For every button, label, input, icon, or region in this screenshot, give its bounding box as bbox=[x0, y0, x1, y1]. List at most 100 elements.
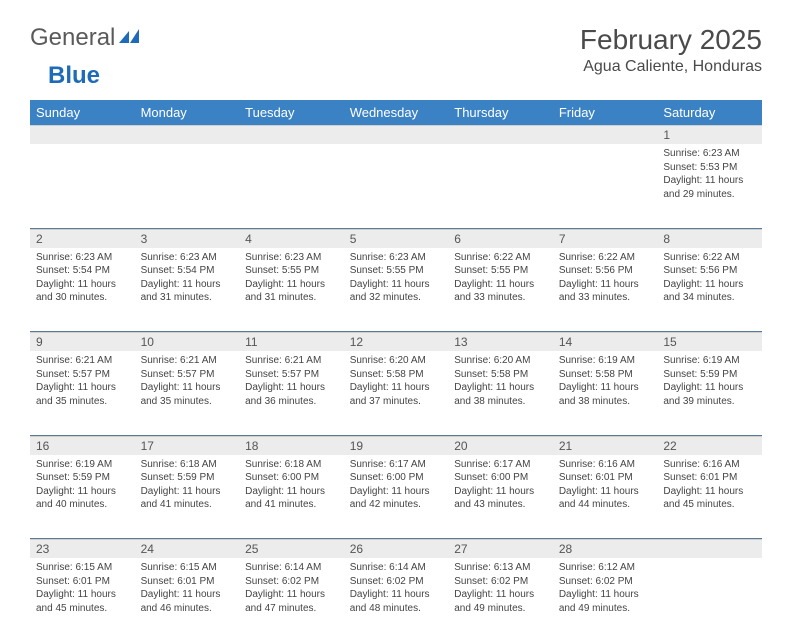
day-data-cell: Sunrise: 6:23 AMSunset: 5:54 PMDaylight:… bbox=[30, 248, 135, 332]
day-data-cell: Sunrise: 6:15 AMSunset: 6:01 PMDaylight:… bbox=[135, 558, 240, 642]
day-data-cell: Sunrise: 6:14 AMSunset: 6:02 PMDaylight:… bbox=[344, 558, 449, 642]
day-number-cell bbox=[135, 125, 240, 144]
day-number-cell: 19 bbox=[344, 435, 449, 455]
sunrise-line: Sunrise: 6:23 AM bbox=[36, 251, 129, 265]
sunrise-line: Sunrise: 6:21 AM bbox=[141, 354, 234, 368]
day-data: Sunrise: 6:21 AMSunset: 5:57 PMDaylight:… bbox=[30, 351, 135, 414]
day-data-cell: Sunrise: 6:17 AMSunset: 6:00 PMDaylight:… bbox=[344, 455, 449, 539]
daylight-line: Daylight: 11 hours and 33 minutes. bbox=[559, 278, 652, 305]
day-data-cell bbox=[239, 144, 344, 228]
day-data: Sunrise: 6:20 AMSunset: 5:58 PMDaylight:… bbox=[344, 351, 449, 414]
day-number-cell: 4 bbox=[239, 228, 344, 248]
day-header: Friday bbox=[553, 100, 658, 125]
day-number: 22 bbox=[657, 436, 762, 455]
day-number bbox=[344, 125, 449, 144]
day-data: Sunrise: 6:22 AMSunset: 5:56 PMDaylight:… bbox=[657, 248, 762, 311]
sunrise-line: Sunrise: 6:15 AM bbox=[141, 561, 234, 575]
day-number-cell: 7 bbox=[553, 228, 658, 248]
daylight-line: Daylight: 11 hours and 46 minutes. bbox=[141, 588, 234, 615]
sunrise-line: Sunrise: 6:16 AM bbox=[663, 458, 756, 472]
day-data: Sunrise: 6:17 AMSunset: 6:00 PMDaylight:… bbox=[344, 455, 449, 518]
day-header: Tuesday bbox=[239, 100, 344, 125]
day-number: 18 bbox=[239, 436, 344, 455]
sunrise-line: Sunrise: 6:22 AM bbox=[663, 251, 756, 265]
daylight-line: Daylight: 11 hours and 37 minutes. bbox=[350, 381, 443, 408]
sunset-line: Sunset: 5:53 PM bbox=[663, 161, 756, 175]
day-number: 21 bbox=[553, 436, 658, 455]
day-number: 15 bbox=[657, 332, 762, 351]
day-data-cell: Sunrise: 6:20 AMSunset: 5:58 PMDaylight:… bbox=[344, 351, 449, 435]
day-data-cell: Sunrise: 6:20 AMSunset: 5:58 PMDaylight:… bbox=[448, 351, 553, 435]
day-number: 17 bbox=[135, 436, 240, 455]
day-data: Sunrise: 6:23 AMSunset: 5:54 PMDaylight:… bbox=[30, 248, 135, 311]
day-number: 14 bbox=[553, 332, 658, 351]
daylight-line: Daylight: 11 hours and 29 minutes. bbox=[663, 174, 756, 201]
day-data-row: Sunrise: 6:23 AMSunset: 5:54 PMDaylight:… bbox=[30, 248, 762, 332]
day-number-cell: 18 bbox=[239, 435, 344, 455]
daylight-line: Daylight: 11 hours and 35 minutes. bbox=[36, 381, 129, 408]
day-number bbox=[135, 125, 240, 144]
day-number-cell: 2 bbox=[30, 228, 135, 248]
sunrise-line: Sunrise: 6:14 AM bbox=[350, 561, 443, 575]
day-number-cell: 17 bbox=[135, 435, 240, 455]
day-number bbox=[239, 125, 344, 144]
logo-text-general: General bbox=[30, 24, 115, 52]
calendar-table: Sunday Monday Tuesday Wednesday Thursday… bbox=[30, 100, 762, 642]
daylight-line: Daylight: 11 hours and 49 minutes. bbox=[454, 588, 547, 615]
day-number: 19 bbox=[344, 436, 449, 455]
daylight-line: Daylight: 11 hours and 36 minutes. bbox=[245, 381, 338, 408]
day-header: Wednesday bbox=[344, 100, 449, 125]
day-number-cell: 24 bbox=[135, 539, 240, 559]
day-number-cell: 26 bbox=[344, 539, 449, 559]
day-data: Sunrise: 6:23 AMSunset: 5:55 PMDaylight:… bbox=[239, 248, 344, 311]
title-block: February 2025 Agua Caliente, Honduras bbox=[580, 24, 762, 76]
day-number bbox=[553, 125, 658, 144]
day-number-cell bbox=[30, 125, 135, 144]
day-number-row: 232425262728 bbox=[30, 539, 762, 559]
day-number-row: 9101112131415 bbox=[30, 332, 762, 352]
day-header: Saturday bbox=[657, 100, 762, 125]
day-number bbox=[30, 125, 135, 144]
day-number-cell bbox=[553, 125, 658, 144]
calendar-body: 1Sunrise: 6:23 AMSunset: 5:53 PMDaylight… bbox=[30, 125, 762, 642]
sunset-line: Sunset: 6:02 PM bbox=[245, 575, 338, 589]
sunset-line: Sunset: 5:58 PM bbox=[350, 368, 443, 382]
sunset-line: Sunset: 5:56 PM bbox=[663, 264, 756, 278]
sunrise-line: Sunrise: 6:12 AM bbox=[559, 561, 652, 575]
sunrise-line: Sunrise: 6:22 AM bbox=[454, 251, 547, 265]
daylight-line: Daylight: 11 hours and 30 minutes. bbox=[36, 278, 129, 305]
day-data-cell: Sunrise: 6:21 AMSunset: 5:57 PMDaylight:… bbox=[135, 351, 240, 435]
day-number-cell bbox=[448, 125, 553, 144]
day-data-cell bbox=[344, 144, 449, 228]
day-data-cell: Sunrise: 6:21 AMSunset: 5:57 PMDaylight:… bbox=[30, 351, 135, 435]
day-data-cell: Sunrise: 6:21 AMSunset: 5:57 PMDaylight:… bbox=[239, 351, 344, 435]
day-data-cell: Sunrise: 6:18 AMSunset: 6:00 PMDaylight:… bbox=[239, 455, 344, 539]
day-number-cell bbox=[239, 125, 344, 144]
day-number-cell: 14 bbox=[553, 332, 658, 352]
sunset-line: Sunset: 6:00 PM bbox=[245, 471, 338, 485]
day-data: Sunrise: 6:23 AMSunset: 5:55 PMDaylight:… bbox=[344, 248, 449, 311]
day-data-cell: Sunrise: 6:22 AMSunset: 5:55 PMDaylight:… bbox=[448, 248, 553, 332]
daylight-line: Daylight: 11 hours and 39 minutes. bbox=[663, 381, 756, 408]
day-number: 20 bbox=[448, 436, 553, 455]
sunrise-line: Sunrise: 6:23 AM bbox=[350, 251, 443, 265]
sunset-line: Sunset: 6:02 PM bbox=[350, 575, 443, 589]
daylight-line: Daylight: 11 hours and 42 minutes. bbox=[350, 485, 443, 512]
day-number: 6 bbox=[448, 229, 553, 248]
day-number-row: 1 bbox=[30, 125, 762, 144]
day-number: 9 bbox=[30, 332, 135, 351]
day-number: 8 bbox=[657, 229, 762, 248]
day-data-cell: Sunrise: 6:17 AMSunset: 6:00 PMDaylight:… bbox=[448, 455, 553, 539]
sunset-line: Sunset: 6:01 PM bbox=[663, 471, 756, 485]
day-number-cell: 23 bbox=[30, 539, 135, 559]
sunset-line: Sunset: 5:57 PM bbox=[36, 368, 129, 382]
day-header: Sunday bbox=[30, 100, 135, 125]
daylight-line: Daylight: 11 hours and 38 minutes. bbox=[454, 381, 547, 408]
sunset-line: Sunset: 5:59 PM bbox=[663, 368, 756, 382]
day-number-cell: 5 bbox=[344, 228, 449, 248]
sunrise-line: Sunrise: 6:21 AM bbox=[36, 354, 129, 368]
sunset-line: Sunset: 5:55 PM bbox=[350, 264, 443, 278]
daylight-line: Daylight: 11 hours and 40 minutes. bbox=[36, 485, 129, 512]
day-data-cell: Sunrise: 6:15 AMSunset: 6:01 PMDaylight:… bbox=[30, 558, 135, 642]
daylight-line: Daylight: 11 hours and 41 minutes. bbox=[245, 485, 338, 512]
